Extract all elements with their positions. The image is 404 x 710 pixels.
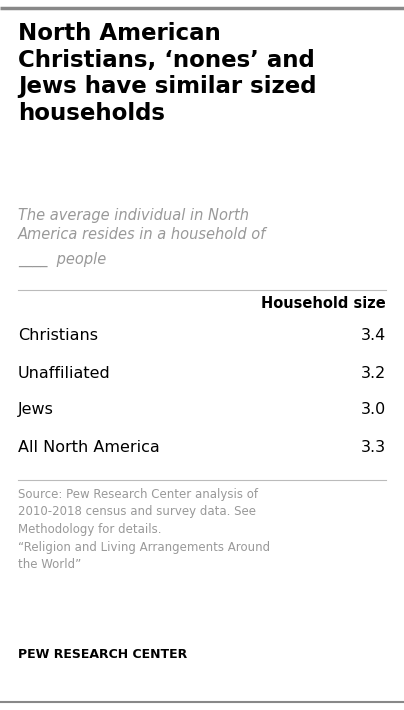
Text: 3.4: 3.4 xyxy=(361,328,386,343)
Text: 3.0: 3.0 xyxy=(361,402,386,417)
Text: All North America: All North America xyxy=(18,440,160,455)
Text: ____: ____ xyxy=(18,252,48,267)
Text: Source: Pew Research Center analysis of
2010-2018 census and survey data. See
Me: Source: Pew Research Center analysis of … xyxy=(18,488,270,571)
Text: Jews: Jews xyxy=(18,402,54,417)
Text: Christians: Christians xyxy=(18,328,98,343)
Text: Unaffiliated: Unaffiliated xyxy=(18,366,111,381)
Text: 3.2: 3.2 xyxy=(361,366,386,381)
Text: North American
Christians, ‘nones’ and
Jews have similar sized
households: North American Christians, ‘nones’ and J… xyxy=(18,22,316,125)
Text: Household size: Household size xyxy=(261,296,386,311)
Text: PEW RESEARCH CENTER: PEW RESEARCH CENTER xyxy=(18,648,187,661)
Text: The average individual in North
America resides in a household of: The average individual in North America … xyxy=(18,208,266,242)
Text: people: people xyxy=(52,252,106,267)
Text: 3.3: 3.3 xyxy=(361,440,386,455)
